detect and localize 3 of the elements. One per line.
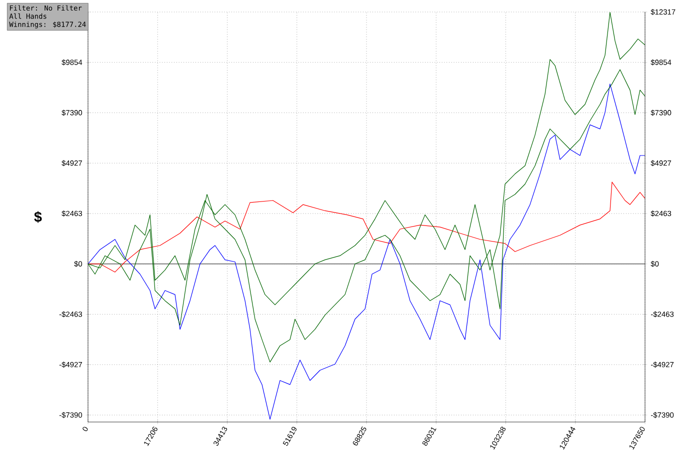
line-series xyxy=(88,84,646,420)
y-axis-title: $ xyxy=(34,211,42,223)
line-series xyxy=(88,182,646,272)
